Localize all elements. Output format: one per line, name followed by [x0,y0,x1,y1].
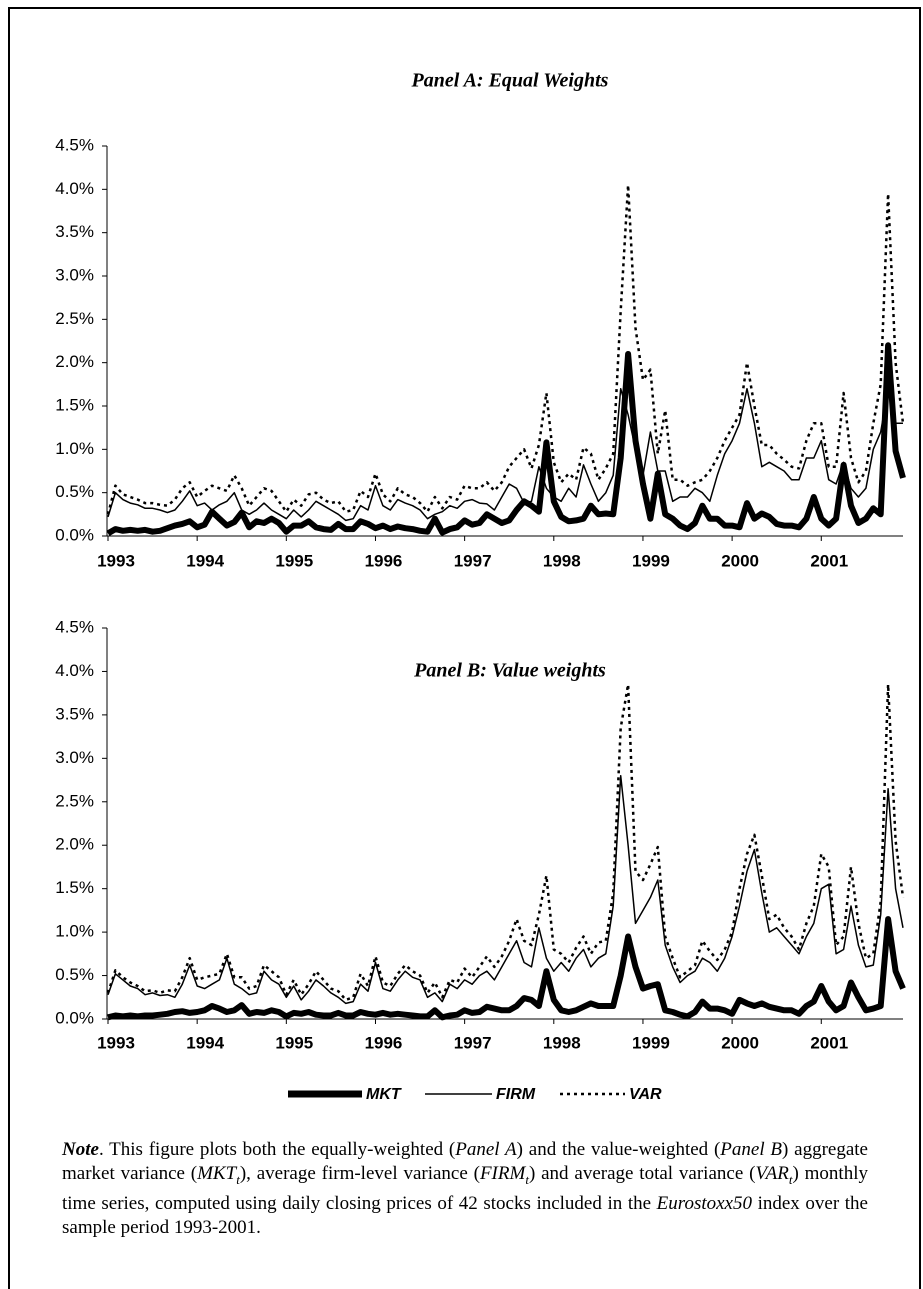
chart-title: Panel B: Value weights [413,660,606,682]
y-tick-label: 4.5% [55,135,94,154]
x-tick-label: 1995 [275,551,313,570]
y-tick-label: 1.5% [55,878,94,897]
x-tick-label: 1993 [97,1033,135,1052]
x-tick-label: 1993 [97,551,135,570]
y-tick-label: 1.0% [55,922,94,941]
x-tick-label: 1998 [543,1033,581,1052]
x-tick-label: 1996 [365,1033,403,1052]
note-text: ), average firm-level variance ( [239,1163,480,1184]
note-text: index over the sample period 1993-2001. [62,1192,868,1238]
x-tick-label: 2000 [721,551,759,570]
y-tick-label: 3.0% [55,265,94,284]
y-tick-label: 3.5% [55,222,94,241]
x-tick-label: 1997 [454,1033,492,1052]
note-text: t [236,1171,240,1187]
y-tick-label: 2.0% [55,352,94,371]
x-tick-label: 1999 [632,1033,670,1052]
y-tick-label: 0.5% [55,965,94,984]
y-tick-label: 1.5% [55,395,94,414]
note-text: FIRM [479,1163,526,1184]
y-tick-label: 0.5% [55,482,94,501]
note-text: Eurostoxx50 [656,1192,752,1214]
series-line [106,683,905,1002]
note-text: t [525,1171,529,1187]
y-tick-label: 4.0% [55,179,94,198]
chart-title: Panel A: Equal Weights [411,70,609,92]
note-text: ) and average total variance ( [528,1163,756,1184]
x-tick-label: 1997 [454,551,492,570]
y-tick-label: 2.0% [55,835,94,854]
y-tick-label: 2.5% [55,309,94,328]
note-text: t [788,1171,793,1187]
note: Note. This figure plots both the equally… [62,1138,868,1240]
series-line [107,916,906,1021]
note-text: ) monthly time series, computed using da… [62,1163,868,1214]
x-tick-label: 1999 [632,551,670,570]
series-line [106,183,905,515]
x-tick-label: 1994 [186,1033,224,1052]
note-text: VAR [755,1163,789,1184]
legend-label: FIRM [496,1086,536,1103]
series-line [107,774,904,1005]
note-text: Panel A [455,1139,517,1160]
note-text: MKT [197,1163,237,1184]
y-tick-label: 1.0% [55,439,94,458]
y-tick-label: 4.0% [55,661,94,680]
series-line [106,342,906,536]
series-line [107,387,903,522]
x-tick-label: 2000 [721,1033,759,1052]
x-tick-label: 2001 [810,551,848,570]
x-tick-label: 1996 [365,551,403,570]
note-text: Panel B [720,1139,783,1160]
note-text: Note [62,1139,99,1160]
y-tick-label: 3.5% [55,704,94,723]
legend: MKT FIRM VAR [288,1086,662,1103]
note-text: . This figure plots both the equally-wei… [98,1139,456,1160]
frame [8,7,921,1289]
legend-label: VAR [629,1086,662,1103]
y-tick-label: 4.5% [55,617,94,636]
note-text: ) aggregate market variance ( [62,1139,868,1184]
y-tick-label: 2.5% [55,791,94,810]
x-tick-label: 2001 [810,1033,848,1052]
note-text: ) and the value-weighted ( [516,1139,721,1160]
y-tick-label: 3.0% [55,748,94,767]
y-tick-label: 0.0% [55,1008,94,1027]
x-tick-label: 1995 [275,1033,313,1052]
legend-label: MKT [366,1086,402,1103]
y-tick-label: 0.0% [55,525,94,544]
x-tick-label: 1998 [543,551,581,570]
x-tick-label: 1994 [186,551,224,570]
